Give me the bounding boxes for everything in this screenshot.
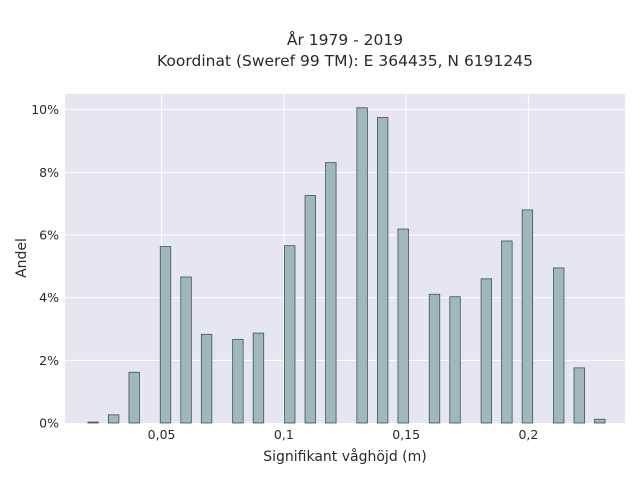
chart-subtitle: Koordinat (Sweref 99 TM): E 364435, N 61… <box>157 52 533 70</box>
histogram-bar[interactable] <box>252 332 265 424</box>
y-tick-label: 10% <box>31 102 59 117</box>
histogram-bar[interactable] <box>108 414 120 424</box>
histogram-bar[interactable] <box>180 276 192 424</box>
histogram-bar[interactable] <box>521 209 534 424</box>
histogram-bar[interactable] <box>480 278 493 424</box>
x-tick-label: 0,2 <box>518 427 538 442</box>
histogram-bar[interactable] <box>325 162 337 424</box>
histogram-bar[interactable] <box>284 245 296 424</box>
histogram-bar[interactable] <box>87 421 99 424</box>
y-tick-label: 6% <box>39 228 59 243</box>
histogram-bar[interactable] <box>159 246 172 424</box>
histogram-bar[interactable] <box>449 296 461 424</box>
histogram-bar[interactable] <box>200 333 213 424</box>
y-tick-label: 8% <box>39 165 59 180</box>
x-tick-label: 0,1 <box>274 427 294 442</box>
chart-title: År 1979 - 2019 <box>287 30 403 49</box>
y-tick-label: 4% <box>39 290 59 305</box>
histogram-bar[interactable] <box>232 338 244 424</box>
histogram-bar[interactable] <box>573 367 585 424</box>
histogram-bar[interactable] <box>594 418 606 424</box>
x-axis-label: Signifikant våghöjd (m) <box>263 448 426 465</box>
histogram-bar[interactable] <box>501 240 513 424</box>
plot-background <box>65 94 625 423</box>
histogram-bar[interactable] <box>304 195 316 424</box>
bars <box>87 107 606 424</box>
histogram-bar[interactable] <box>397 228 409 424</box>
x-tick-label: 0,15 <box>392 427 420 442</box>
x-tick-labels: 0,05 0,1 0,15 0,2 <box>148 427 539 442</box>
histogram-bar[interactable] <box>377 117 389 424</box>
y-axis-label: Andel <box>14 238 30 278</box>
histogram-bar[interactable] <box>553 267 565 424</box>
histogram-bar[interactable] <box>428 293 441 424</box>
histogram-bar[interactable] <box>356 107 368 424</box>
y-tick-label: 0% <box>39 416 59 431</box>
histogram-bar[interactable] <box>128 371 140 424</box>
y-tick-labels: 0% 2% 4% 6% 8% 10% <box>31 102 59 430</box>
y-tick-label: 2% <box>39 353 59 368</box>
x-tick-label: 0,05 <box>148 427 176 442</box>
